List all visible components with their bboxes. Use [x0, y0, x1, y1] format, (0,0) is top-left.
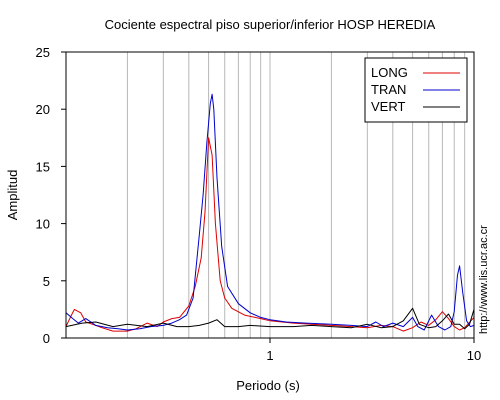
legend-label-tran: TRAN [371, 82, 406, 97]
series-layer [65, 93, 475, 332]
x-axis-label: Periodo (s) [236, 378, 300, 393]
y-tick-label: 15 [36, 159, 50, 174]
series-line-long [65, 137, 475, 332]
series-line-tran [65, 93, 475, 331]
y-tick-label: 20 [36, 102, 50, 117]
y-axis-label: Amplitud [5, 170, 20, 221]
legend-label-vert: VERT [371, 99, 405, 114]
chart-title: Cociente espectral piso superior/inferio… [105, 17, 436, 32]
y-tick-label: 5 [43, 274, 50, 289]
y-tick-label: 0 [43, 331, 50, 346]
legend-label-long: LONG [371, 65, 408, 80]
series-line-vert [65, 307, 475, 330]
source-url: http://www.lis.ucr.ac.cr [478, 225, 490, 334]
plot-frame [65, 51, 475, 339]
y-tick-label: 25 [36, 45, 50, 60]
y-tick-label: 10 [36, 217, 50, 232]
x-tick-label: 1 [266, 348, 273, 363]
legend: LONG TRAN VERT [364, 57, 468, 123]
axis-ticks: 0 5 10 15 20 25 1 10 [36, 45, 482, 363]
x-tick-label: 10 [467, 348, 481, 363]
